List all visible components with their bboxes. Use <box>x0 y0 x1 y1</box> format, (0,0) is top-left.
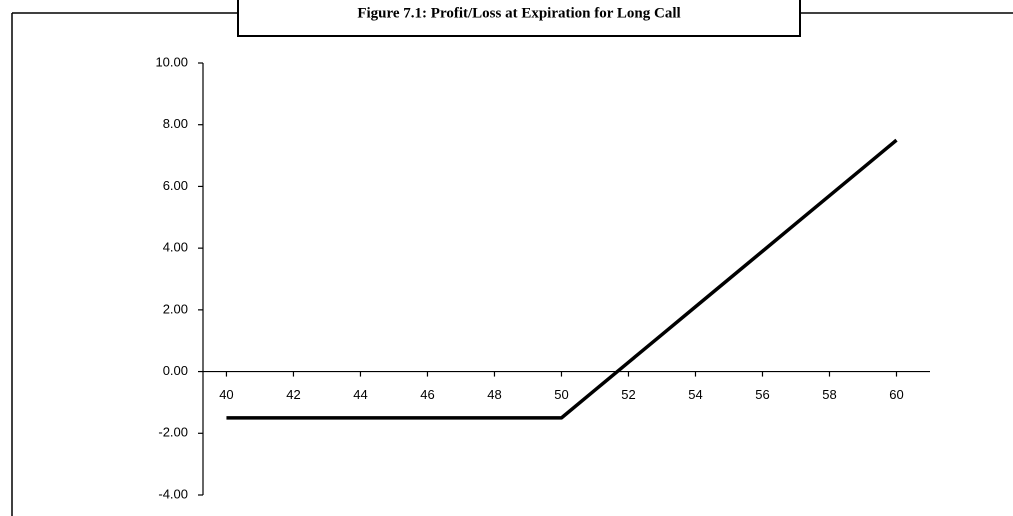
y-tick-label: 0.00 <box>163 363 188 378</box>
x-tick-label: 40 <box>219 387 233 402</box>
y-tick-label: 10.00 <box>155 54 188 69</box>
x-tick-label: 42 <box>286 387 300 402</box>
chart-title: Figure 7.1: Profit/Loss at Expiration fo… <box>357 5 680 21</box>
y-tick-label: 8.00 <box>163 116 188 131</box>
x-tick-label: 44 <box>353 387 367 402</box>
y-tick-label: 2.00 <box>163 301 188 316</box>
x-tick-label: 60 <box>889 387 903 402</box>
x-tick-label: 56 <box>755 387 769 402</box>
y-tick-label: -2.00 <box>158 425 188 440</box>
x-tick-label: 50 <box>554 387 568 402</box>
x-tick-label: 58 <box>822 387 836 402</box>
title-box <box>237 0 801 37</box>
x-tick-label: 48 <box>487 387 501 402</box>
y-tick-label: 6.00 <box>163 178 188 193</box>
x-tick-label: 46 <box>420 387 434 402</box>
x-tick-label: 54 <box>688 387 702 402</box>
x-tick-label: 52 <box>621 387 635 402</box>
line <box>226 138 898 420</box>
y-tick-label: 4.00 <box>163 240 188 255</box>
y-tick-label: -4.00 <box>158 486 188 501</box>
